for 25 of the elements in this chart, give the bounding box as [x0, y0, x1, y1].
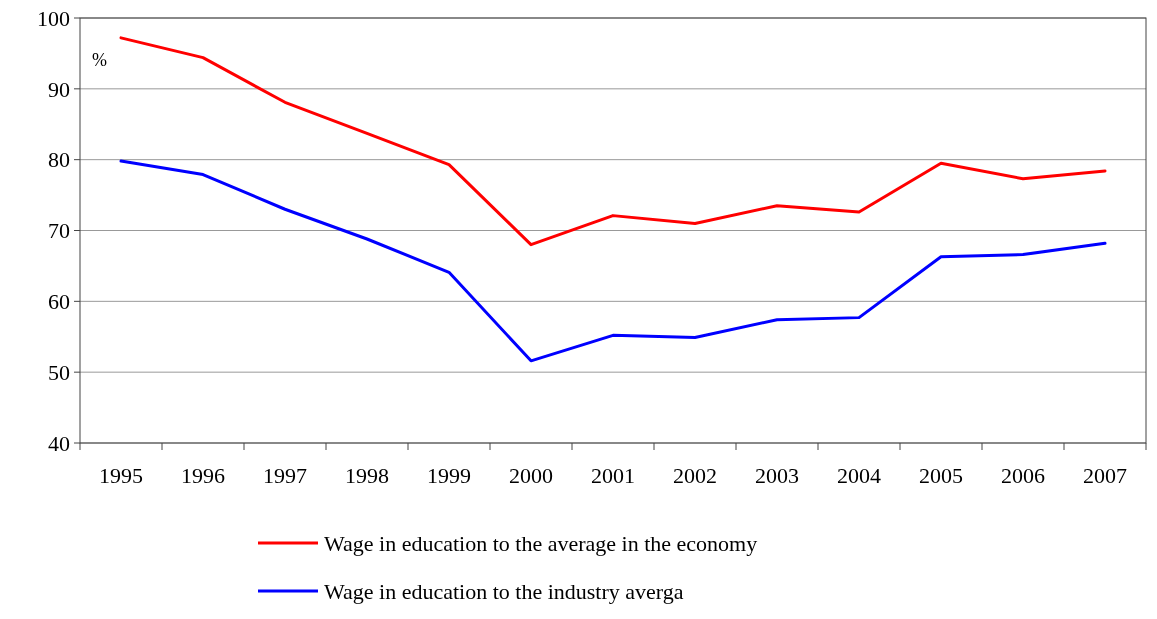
y-tick-label: 60 [48, 289, 70, 315]
y-axis-title: % [92, 50, 107, 70]
x-tick-label: 2001 [591, 463, 635, 488]
x-tick-label: 1995 [99, 463, 143, 488]
x-tick-label: 1999 [427, 463, 471, 488]
line-series [119, 159, 1107, 363]
y-tick-label: 40 [48, 430, 70, 456]
x-tick-label: 1998 [345, 463, 389, 488]
legend-label: Wage in education to the industry averga [324, 578, 684, 604]
y-tick-label: 70 [48, 218, 70, 244]
x-tick-label: 2005 [919, 463, 963, 488]
y-tick-label: 90 [48, 76, 70, 102]
x-tick-label: 2002 [673, 463, 717, 488]
y-tick-label: 50 [48, 359, 70, 385]
x-tick-label: 2006 [1001, 463, 1045, 488]
x-tick-label: 2004 [837, 463, 881, 488]
legend-label: Wage in education to the average in the economy [324, 530, 758, 556]
y-tick-label: 80 [48, 147, 70, 173]
x-tick-label: 1997 [263, 463, 307, 488]
x-tick-label: 2003 [755, 463, 799, 488]
x-tick-label: 2007 [1083, 463, 1127, 488]
x-tick-label: 2000 [509, 463, 553, 488]
x-tick-label: 1996 [181, 463, 225, 488]
line-series [119, 36, 1107, 247]
y-tick-label: 100 [37, 5, 70, 31]
